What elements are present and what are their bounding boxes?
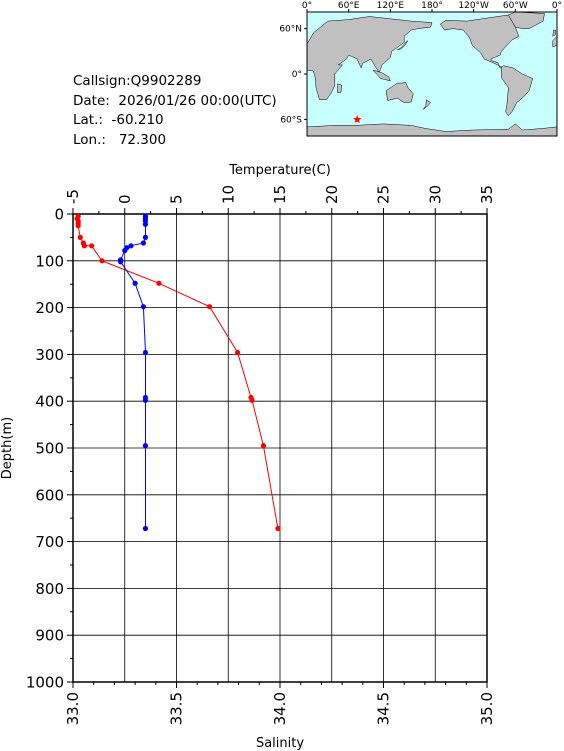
depth-tick-label: 900 (35, 627, 64, 645)
map-land (306, 11, 558, 137)
depth-tick-label: 700 (35, 533, 64, 551)
temperature-data-point (156, 280, 162, 286)
salinity-data-point (118, 259, 124, 265)
temperature-data-point (249, 397, 255, 403)
map-lon-label: 60°E (338, 1, 360, 11)
depth-tick-label: 800 (35, 580, 64, 598)
land-africa-eurasia (306, 16, 433, 100)
map-lon-label: 180° (421, 1, 443, 11)
profile-chart: -5 0 5 10 15 20 25 30 35010020030040050060070080… (0, 163, 496, 751)
sal-tick-label: 35.0 (478, 692, 496, 725)
depth-tick-label: 1000 (26, 674, 64, 692)
depth-axis-label: Depth(m) (0, 417, 15, 479)
lat-text: Lat.: -60.210 (73, 112, 164, 128)
salinity-data-point (122, 247, 128, 254)
depth-tick-label: 200 (35, 299, 64, 317)
land-south-america (501, 65, 534, 116)
map-lon-label: 120°E (377, 1, 405, 11)
salinity-data-point (142, 443, 149, 449)
temp-tick-label: 15 (271, 185, 289, 204)
temperature-data-point (260, 443, 267, 449)
land-madagascar (337, 83, 342, 94)
station-marker (352, 115, 362, 124)
land-new-zealand (422, 99, 431, 110)
axis-ticks: -5 0 5 10 15 20 25 30 35010020030040050060070080… (26, 185, 496, 726)
salinity-data-point (142, 525, 149, 532)
temp-tick-label: 25 (375, 185, 393, 204)
lon-text: Lon.: 72.300 (73, 131, 167, 148)
land-uk (552, 29, 556, 37)
sal-tick-label: 34.5 (375, 692, 393, 725)
map-lat-label: 60°S (280, 115, 302, 125)
salinity-data-point (142, 221, 149, 227)
sal-tick-label: 34.0 (271, 692, 289, 725)
salinity-data-point (140, 240, 146, 246)
chart-series (74, 213, 281, 532)
land-greenland (508, 11, 545, 29)
temp-tick-label: 30 (426, 185, 444, 204)
map-lon-label: 0° (302, 1, 312, 11)
temperature-axis-label: Temperature(C) (228, 163, 331, 178)
temp-tick-label: 10 (219, 185, 237, 204)
temp-tick-label: 0 (116, 194, 134, 204)
temperature-data-point (207, 304, 213, 310)
map-lat-label: 60°N (279, 25, 302, 35)
salinity-data-point (132, 280, 138, 286)
depth-tick-label: 300 (35, 346, 64, 364)
location-map: 0° 60°E 120°E 180° 120°W 60°W 0° 60°N 0° 60°S (279, 1, 562, 137)
salinity-data-point (140, 304, 146, 310)
temp-tick-label: 20 (323, 185, 341, 204)
temperature-data-point (89, 243, 95, 249)
depth-tick-label: 500 (35, 440, 64, 458)
map-lon-label: 60°W (503, 1, 528, 11)
map-lon-label: 0° (552, 1, 562, 11)
temperature-data-point (275, 525, 281, 532)
callsign-text: Callsign:Q9902289 (73, 73, 202, 89)
profile-info: Callsign:Q9902289 Date: 2026/01/26 00:00… (73, 72, 277, 150)
salinity-axis-label: Salinity (256, 736, 304, 751)
temperature-data-point (99, 258, 105, 264)
salinity-data-point (142, 349, 149, 356)
map-ticks: 0° 60°E 120°E 180° 120°W 60°W 0° 60°N 0° 60°S (279, 1, 562, 125)
temperature-data-point (234, 349, 241, 356)
map-lon-label: 120°W (458, 1, 489, 11)
temperature-data-point (77, 234, 83, 240)
sal-tick-label: 33.5 (168, 692, 186, 725)
sal-tick-label: 33.0 (64, 692, 82, 725)
depth-tick-label: 0 (54, 206, 64, 224)
depth-tick-label: 600 (35, 486, 64, 504)
land-australia (385, 82, 414, 103)
temperature-data-point (75, 223, 81, 229)
depth-tick-label: 100 (35, 252, 64, 270)
temp-tick-label: 5 (168, 194, 186, 204)
salinity-profile-line (120, 216, 146, 529)
temp-tick-label: 35 (478, 185, 496, 204)
land-japan (397, 40, 408, 51)
date-text: Date: 2026/01/26 00:00(UTC) (73, 92, 277, 109)
map-lat-label: 0° (292, 70, 302, 80)
temperature-profile-line (76, 216, 279, 529)
salinity-data-point (128, 243, 134, 249)
salinity-data-point (142, 234, 149, 240)
depth-tick-label: 400 (35, 393, 64, 411)
salinity-data-point (142, 397, 149, 403)
temperature-data-point (81, 243, 87, 249)
temp-tick-label: -5 (64, 189, 82, 204)
land-indonesia (372, 69, 391, 82)
